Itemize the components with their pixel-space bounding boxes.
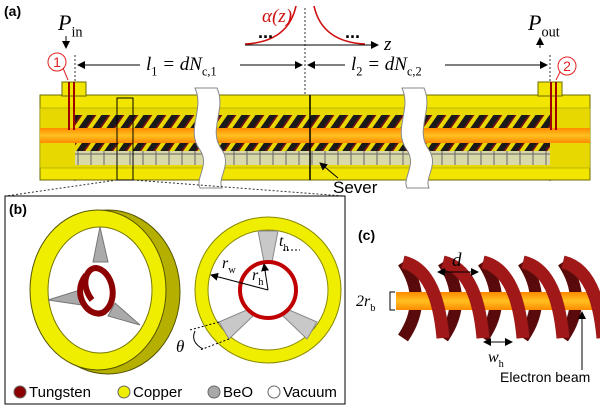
rb-label: 2rb [356,293,375,314]
subscript: out [541,25,559,41]
legend-label: Vacuum [283,384,337,401]
symbol: w [488,349,499,366]
subscript: h [283,243,289,254]
legend-swatch [268,386,280,398]
figure: (a) 1 2 α(z) z ... ... Sever (b) Tungste… [0,0,600,407]
power-in-label: Pin [57,10,83,41]
legend-label: BeO [223,384,253,401]
subscript: b [370,303,375,314]
helix-bottom [75,143,550,151]
legend-swatch [14,386,26,398]
pitch-label: d [452,250,462,271]
length-2-label: l2 = dNc,2 [351,54,422,79]
theta-arc [194,331,203,349]
wh-label: wh [488,349,505,370]
zoom-line [133,180,344,196]
helix-top [75,115,550,128]
panel-label: (b) [9,201,27,217]
legend: Tungsten Copper BeO Vacuum [14,384,337,401]
electron-beam [40,128,590,143]
subscript: c,2 [407,65,422,79]
panel-a: (a) 1 2 α(z) z ... ... Sever [4,3,590,197]
pointer [556,72,560,80]
legend-label: Tungsten [29,384,91,401]
sever-label: Sever [333,178,378,197]
symbol: 2r [356,293,371,310]
legend-swatch [208,386,220,398]
subscript: in [71,25,82,41]
panel-label: (c) [358,227,375,243]
beam [396,292,596,310]
legend-label: Copper [133,384,182,401]
z-label: z [383,34,392,55]
port-number: 2 [563,58,571,74]
subscript: w [228,265,236,276]
beam-bracket [390,292,395,310]
subscript: c,1 [202,65,217,79]
power-out-label: Pout [527,10,560,41]
helix-3d [396,262,600,338]
symbol: = dN [362,54,408,75]
legend-swatch [118,386,130,398]
ellipsis: ... [345,22,360,42]
subscript: h [499,359,505,370]
theta-label: θ [176,337,184,356]
panel-label: (a) [4,3,21,19]
symbol: P [57,10,71,35]
length-1-label: l1 = dNc,1 [146,54,217,79]
port-number: 1 [53,54,61,70]
zoom-line [6,180,117,196]
beam-label: Electron beam [500,369,590,385]
subscript: h [258,277,264,288]
page: (a) 1 2 α(z) z ... ... Sever (b) Tungste… [0,0,600,407]
symbol: P [527,10,541,35]
panel-c: (c) Electron beam d [358,227,600,385]
support-rods [75,151,550,165]
panel-b: (b) Tungsten Copper BeO Vacuum [5,196,345,404]
pointer [63,68,68,80]
symbol: = dN [157,54,203,75]
ellipsis: ... [258,22,273,42]
